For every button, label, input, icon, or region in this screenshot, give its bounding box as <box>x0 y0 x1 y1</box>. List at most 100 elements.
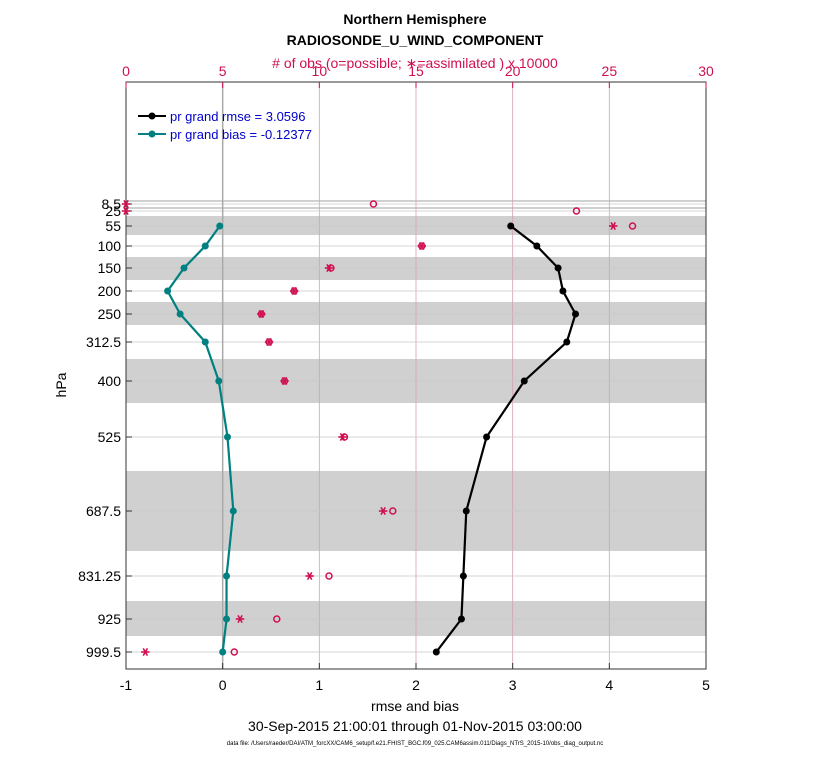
bias-point <box>215 377 223 385</box>
top-tick-label: 25 <box>602 63 618 79</box>
y-tick-label: 400 <box>98 373 122 389</box>
asterisk-stroke <box>281 376 288 386</box>
y-axis-label: hPa <box>53 372 69 397</box>
x-tick-label: 0 <box>219 677 227 693</box>
obs-possible-marker <box>369 200 378 208</box>
asterisk-stroke <box>258 309 265 319</box>
x-tick-label: 5 <box>702 677 710 693</box>
top-tick-label: 0 <box>122 63 130 79</box>
obs-assimilated-marker <box>417 241 426 251</box>
y-tick-label: 250 <box>98 306 122 322</box>
asterisk-stroke <box>142 647 149 657</box>
rmse-point <box>520 377 528 385</box>
obs-assimilated-marker <box>324 263 334 273</box>
rmse-point <box>533 242 541 250</box>
top-tick-label: 15 <box>408 63 424 79</box>
top-tick-label: 5 <box>219 63 227 79</box>
obs-assimilated-marker <box>264 337 274 347</box>
chart-subtitle: RADIOSONDE_U_WIND_COMPONENT <box>287 32 544 48</box>
rmse-point <box>483 433 491 441</box>
bias-point <box>201 242 209 250</box>
obs-assimilated-marker <box>235 614 245 624</box>
rmse-point <box>563 338 571 346</box>
obs-possible-marker <box>325 572 333 580</box>
asterisk-stroke <box>123 206 129 216</box>
footnote: data file: /Users/raeder/DAI/ATM_forcXX/… <box>227 741 603 747</box>
x-tick-label: 2 <box>412 677 420 693</box>
bias-point <box>229 507 237 515</box>
x-axis-label: rmse and bias <box>371 698 459 714</box>
rmse-point <box>572 310 579 318</box>
rmse-point <box>457 615 465 623</box>
date-range: 30-Sep-2015 21:00:01 through 01-Nov-2015… <box>248 718 582 734</box>
asterisk-stroke <box>419 241 425 251</box>
top-tick-label: 20 <box>505 63 521 79</box>
bias-point <box>180 264 188 272</box>
y-tick-label: 200 <box>98 283 122 299</box>
bias-point <box>201 338 209 346</box>
obs-possible-marker <box>389 507 397 515</box>
x-tick-label: 3 <box>509 677 517 693</box>
asterisk-stroke <box>339 432 346 442</box>
legend-bias-marker <box>148 130 156 138</box>
obs-assimilated-marker <box>378 506 388 516</box>
asterisk-stroke <box>380 506 386 516</box>
obs-assimilated-marker <box>280 376 289 386</box>
bias-point <box>223 572 231 580</box>
y-tick-label: 8.5 <box>102 196 122 212</box>
x-tick-label: -1 <box>120 677 133 693</box>
rmse-point <box>554 264 562 272</box>
obs-assimilated-marker <box>609 221 618 231</box>
obs-possible-marker <box>628 222 637 230</box>
legend: pr grand rmse = 3.0596 pr grand bias = -… <box>138 109 312 142</box>
asterisk-stroke <box>237 614 243 624</box>
rmse-point <box>462 507 470 515</box>
y-tick-label: 55 <box>105 218 121 234</box>
obs-assimilated-marker <box>121 206 131 216</box>
obs-assimilated-marker <box>141 647 150 657</box>
rmse-line <box>435 225 577 653</box>
obs-assimilated-marker <box>305 571 314 581</box>
legend-rmse-marker <box>148 112 156 120</box>
asterisk-stroke <box>291 286 297 296</box>
asterisk-stroke <box>326 263 332 273</box>
bias-point <box>216 222 224 230</box>
y-tick-label: 999.5 <box>86 644 121 660</box>
bias-point <box>219 648 227 656</box>
obs-assimilated-marker <box>257 309 266 319</box>
legend-bias-label: pr grand bias = -0.12377 <box>170 127 312 142</box>
y-tick-label: 831.25 <box>78 568 121 584</box>
top-axis-label: # of obs (o=possible; ∗=assimilated ) x … <box>272 55 558 71</box>
bias-point <box>223 615 231 623</box>
y-tick-label: 150 <box>98 260 122 276</box>
rmse-point <box>432 648 440 656</box>
data-marks <box>121 199 637 657</box>
legend-rmse-label: pr grand rmse = 3.0596 <box>170 109 306 124</box>
y-tick-label: 687.5 <box>86 503 121 519</box>
y-tick-label: 525 <box>98 429 122 445</box>
obs-assimilated-marker <box>121 199 131 209</box>
y-tick-label: 100 <box>98 238 122 254</box>
y-tick-label: 25 <box>105 203 121 219</box>
top-tick-label: 10 <box>312 63 328 79</box>
obs-possible-marker <box>572 207 581 215</box>
bias-line <box>166 225 235 653</box>
obs-assimilated-marker <box>338 432 347 442</box>
asterisk-stroke <box>306 571 313 581</box>
chart-title: Northern Hemisphere <box>343 11 486 27</box>
asterisk-stroke <box>610 221 616 231</box>
asterisk-stroke <box>266 337 272 347</box>
top-tick-label: 30 <box>698 63 714 79</box>
y-tick-label: 312.5 <box>86 334 121 350</box>
obs-possible-marker <box>230 648 239 656</box>
rmse-point <box>559 287 567 295</box>
y-tick-label: 925 <box>98 611 122 627</box>
obs-assimilated-marker <box>290 286 299 296</box>
rmse-point <box>507 222 515 230</box>
asterisk-stroke <box>123 199 129 209</box>
obs-possible-marker <box>273 615 281 623</box>
x-tick-label: 1 <box>315 677 323 693</box>
rmse-point <box>459 572 467 580</box>
x-tick-label: 4 <box>605 677 613 693</box>
